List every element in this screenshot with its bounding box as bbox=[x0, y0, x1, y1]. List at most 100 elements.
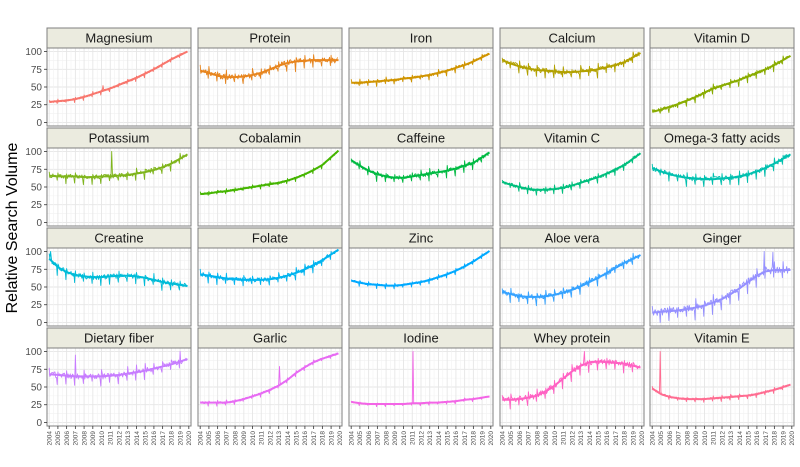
x-tick-label: 2004 bbox=[499, 431, 506, 446]
facet-strip-label: Iron bbox=[410, 31, 432, 46]
y-axis: 0 25 50 75 100 bbox=[25, 147, 47, 229]
x-tick-label: 2006 bbox=[215, 431, 222, 446]
trend-line bbox=[502, 360, 641, 401]
facet-panel: Potassium 0 25 50 75 100 bbox=[25, 127, 192, 229]
x-tick-label: 2005 bbox=[508, 431, 515, 446]
facet-strip-label: Zinc bbox=[409, 231, 434, 246]
panel-border bbox=[348, 147, 494, 227]
x-tick-label: 2006 bbox=[667, 431, 674, 446]
x-tick-label: 2010 bbox=[401, 431, 408, 446]
facet-panel: Caffeine bbox=[348, 127, 494, 227]
x-tick-label: 2011 bbox=[108, 431, 115, 445]
x-tick-label: 2008 bbox=[534, 431, 541, 446]
facet-panel: Creatine 0 25 50 75 100 bbox=[25, 227, 192, 329]
x-tick-label: 2019 bbox=[328, 431, 335, 446]
panel-border bbox=[499, 247, 645, 327]
x-tick-label: 2013 bbox=[578, 431, 585, 446]
x-tick-label: 2016 bbox=[754, 431, 761, 446]
trend-line bbox=[200, 149, 340, 196]
facet-strip-label: Aloe vera bbox=[545, 231, 601, 246]
x-tick-label: 2012 bbox=[116, 431, 123, 446]
trend-line bbox=[501, 254, 641, 298]
x-tick-label: 2020 bbox=[488, 431, 495, 446]
x-tick-label: 2010 bbox=[702, 431, 709, 446]
y-tick-label: 50 bbox=[31, 283, 43, 294]
facet-panel: Magnesium 0 25 50 75 100 bbox=[25, 27, 192, 129]
x-tick-label: 2012 bbox=[569, 431, 576, 446]
facet-strip-label: Garlic bbox=[253, 331, 287, 346]
grid-lines bbox=[198, 348, 342, 426]
x-tick-label: 2016 bbox=[604, 431, 611, 446]
trend-line bbox=[350, 250, 491, 287]
x-tick-label: 2009 bbox=[90, 431, 97, 446]
grid-lines bbox=[349, 348, 493, 426]
x-tick-label: 2014 bbox=[587, 431, 594, 446]
grid-lines bbox=[349, 48, 493, 126]
x-tick-label: 2017 bbox=[613, 431, 620, 446]
panel-border bbox=[649, 147, 795, 227]
x-tick-label: 2020 bbox=[639, 431, 646, 446]
x-tick-label: 2020 bbox=[789, 431, 796, 446]
x-tick-label: 2004 bbox=[348, 431, 355, 446]
panel-border bbox=[649, 247, 795, 327]
x-tick-label: 2014 bbox=[285, 431, 292, 446]
trend-line bbox=[501, 152, 642, 191]
x-axis: 2004 2005 2006 2007 2008 2009 2010 2011 2012 2013… bbox=[197, 426, 344, 445]
x-tick-label: 2004 bbox=[46, 431, 53, 446]
y-tick-label: 50 bbox=[31, 383, 43, 394]
x-tick-label: 2006 bbox=[517, 431, 524, 446]
panel-border bbox=[649, 47, 795, 127]
trend-line bbox=[651, 54, 792, 113]
grid-lines bbox=[198, 148, 342, 226]
facet-strip-label: Dietary fiber bbox=[84, 331, 155, 346]
facet-panel: Folate bbox=[197, 227, 343, 327]
facet-strip-label: Whey protein bbox=[534, 331, 611, 346]
x-tick-label: 2013 bbox=[427, 431, 434, 446]
x-tick-label: 2015 bbox=[444, 431, 451, 446]
x-tick-label: 2014 bbox=[134, 431, 141, 446]
x-tick-label: 2010 bbox=[552, 431, 559, 446]
x-tick-label: 2017 bbox=[763, 431, 770, 446]
facet-strip-label: Cobalamin bbox=[239, 131, 301, 146]
facet-panel: Omega-3 fatty acids bbox=[649, 127, 795, 227]
trend-line bbox=[651, 153, 791, 181]
facet-strip-label: Magnesium bbox=[85, 31, 152, 46]
grid-lines bbox=[349, 248, 493, 326]
raw-series-line bbox=[651, 251, 791, 323]
panel-border bbox=[197, 147, 343, 227]
y-axis: 0 25 50 75 100 bbox=[25, 347, 47, 429]
facet-strip-label: Vitamin C bbox=[544, 131, 600, 146]
facet-strip-label: Protein bbox=[249, 31, 290, 46]
x-tick-label: 2018 bbox=[772, 431, 779, 446]
facet-panel: Vitamin C bbox=[499, 127, 645, 227]
x-tick-label: 2013 bbox=[125, 431, 132, 446]
x-tick-label: 2011 bbox=[561, 431, 568, 445]
x-tick-label: 2004 bbox=[197, 431, 204, 446]
y-tick-label: 100 bbox=[25, 247, 42, 258]
y-tick-label: 100 bbox=[25, 47, 42, 58]
x-tick-label: 2015 bbox=[293, 431, 300, 446]
facet-strip-label: Potassium bbox=[89, 131, 150, 146]
x-tick-label: 2018 bbox=[320, 431, 327, 446]
trend-line bbox=[351, 52, 490, 84]
panel-border bbox=[499, 47, 645, 127]
x-tick-label: 2010 bbox=[99, 431, 106, 446]
facet-panel: Calcium bbox=[499, 27, 645, 127]
facet-panel: Cobalamin bbox=[197, 127, 343, 227]
x-tick-label: 2011 bbox=[259, 431, 266, 445]
x-tick-label: 2019 bbox=[630, 431, 637, 446]
x-tick-label: 2004 bbox=[649, 431, 656, 446]
x-tick-label: 2007 bbox=[73, 431, 80, 446]
panel-border bbox=[499, 147, 645, 227]
y-tick-label: 0 bbox=[36, 318, 42, 329]
y-tick-label: 0 bbox=[36, 118, 42, 129]
x-tick-label: 2014 bbox=[436, 431, 443, 446]
y-tick-label: 25 bbox=[31, 200, 43, 211]
y-tick-label: 75 bbox=[31, 265, 43, 276]
x-axis: 2004 2005 2006 2007 2008 2009 2010 2011 2012 2013… bbox=[46, 426, 193, 445]
trend-line bbox=[199, 248, 340, 281]
grid-lines bbox=[500, 48, 644, 126]
y-axis: 0 25 50 75 100 bbox=[25, 47, 47, 129]
